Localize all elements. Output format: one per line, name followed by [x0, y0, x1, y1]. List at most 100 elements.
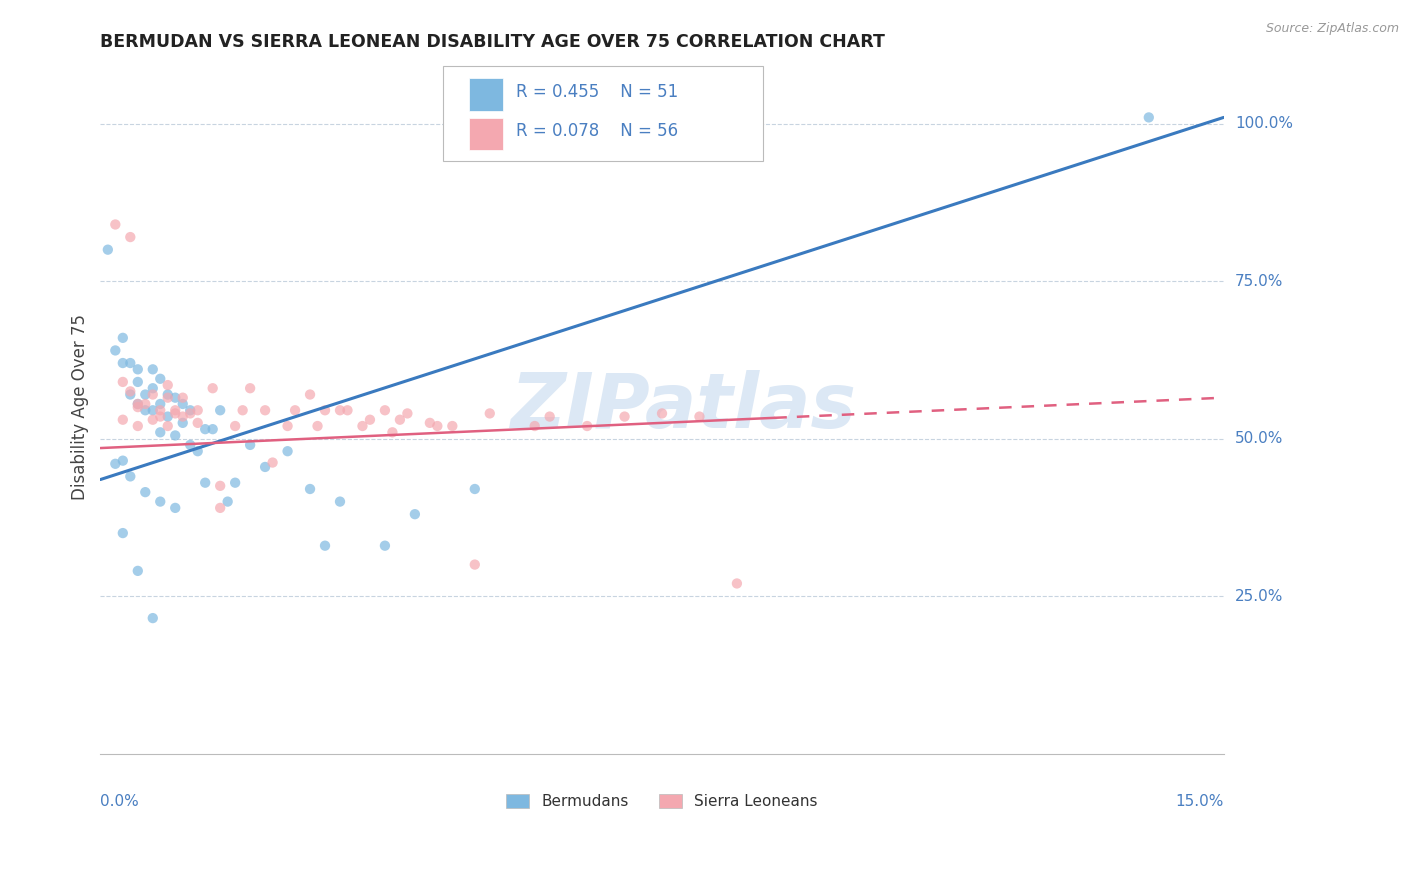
- Text: 0.0%: 0.0%: [100, 795, 139, 809]
- Point: [127, 362, 149, 376]
- Point: [149, 409, 172, 424]
- Point: [396, 406, 419, 420]
- Point: [359, 413, 381, 427]
- Point: [307, 419, 329, 434]
- Point: [194, 422, 217, 436]
- Point: [142, 387, 165, 401]
- Point: [156, 419, 179, 434]
- Point: [277, 444, 299, 458]
- Point: [142, 413, 165, 427]
- Point: [187, 403, 209, 417]
- Point: [239, 438, 262, 452]
- Point: [120, 230, 142, 244]
- Point: [277, 419, 299, 434]
- Point: [97, 243, 120, 257]
- Point: [254, 459, 277, 474]
- Point: [352, 419, 374, 434]
- Point: [688, 409, 710, 424]
- FancyBboxPatch shape: [443, 66, 763, 161]
- Point: [172, 416, 194, 430]
- Text: Source: ZipAtlas.com: Source: ZipAtlas.com: [1265, 22, 1399, 36]
- Point: [120, 384, 142, 399]
- Point: [194, 475, 217, 490]
- Point: [111, 526, 134, 541]
- Point: [464, 558, 486, 572]
- Point: [134, 403, 156, 417]
- Point: [239, 381, 262, 395]
- Legend: Bermudans, Sierra Leoneans: Bermudans, Sierra Leoneans: [501, 788, 824, 815]
- Point: [134, 397, 156, 411]
- Point: [111, 331, 134, 345]
- Point: [374, 539, 396, 553]
- Point: [254, 403, 277, 417]
- Point: [217, 494, 239, 508]
- Point: [127, 419, 149, 434]
- Text: R = 0.078    N = 56: R = 0.078 N = 56: [516, 122, 678, 140]
- Point: [209, 479, 232, 493]
- Point: [149, 494, 172, 508]
- Point: [314, 403, 336, 417]
- Point: [725, 576, 748, 591]
- Point: [165, 406, 187, 420]
- Point: [156, 409, 179, 424]
- Point: [576, 419, 599, 434]
- Point: [187, 416, 209, 430]
- FancyBboxPatch shape: [468, 118, 502, 150]
- Point: [111, 453, 134, 467]
- Point: [127, 564, 149, 578]
- Point: [1137, 111, 1160, 125]
- Point: [156, 391, 179, 405]
- Point: [111, 356, 134, 370]
- Point: [209, 403, 232, 417]
- Point: [478, 406, 501, 420]
- Point: [329, 403, 352, 417]
- Point: [149, 403, 172, 417]
- Y-axis label: Disability Age Over 75: Disability Age Over 75: [72, 314, 89, 500]
- Point: [149, 397, 172, 411]
- Point: [419, 416, 441, 430]
- Point: [134, 387, 156, 401]
- Point: [172, 391, 194, 405]
- Point: [156, 387, 179, 401]
- Point: [314, 539, 336, 553]
- Point: [404, 507, 426, 521]
- Text: BERMUDAN VS SIERRA LEONEAN DISABILITY AGE OVER 75 CORRELATION CHART: BERMUDAN VS SIERRA LEONEAN DISABILITY AG…: [100, 33, 886, 51]
- Text: 50.0%: 50.0%: [1234, 431, 1284, 446]
- Point: [299, 387, 322, 401]
- Point: [142, 611, 165, 625]
- Point: [426, 419, 449, 434]
- Point: [388, 413, 411, 427]
- Point: [165, 391, 187, 405]
- Point: [613, 409, 636, 424]
- Point: [329, 494, 352, 508]
- Point: [127, 375, 149, 389]
- Point: [142, 362, 165, 376]
- Text: 15.0%: 15.0%: [1175, 795, 1223, 809]
- Point: [299, 482, 322, 496]
- Point: [142, 403, 165, 417]
- Point: [111, 413, 134, 427]
- FancyBboxPatch shape: [468, 78, 502, 111]
- Point: [111, 375, 134, 389]
- Point: [104, 218, 127, 232]
- Point: [209, 500, 232, 515]
- Point: [104, 343, 127, 358]
- Point: [381, 425, 404, 440]
- Point: [224, 419, 246, 434]
- Text: 75.0%: 75.0%: [1234, 274, 1284, 289]
- Point: [156, 378, 179, 392]
- Point: [336, 403, 359, 417]
- Point: [538, 409, 561, 424]
- Point: [651, 406, 673, 420]
- Point: [179, 438, 201, 452]
- Point: [232, 403, 254, 417]
- Point: [172, 397, 194, 411]
- Point: [104, 457, 127, 471]
- Point: [165, 500, 187, 515]
- Point: [165, 428, 187, 442]
- Point: [142, 381, 165, 395]
- Point: [464, 482, 486, 496]
- Point: [284, 403, 307, 417]
- Point: [165, 403, 187, 417]
- Text: 25.0%: 25.0%: [1234, 589, 1284, 604]
